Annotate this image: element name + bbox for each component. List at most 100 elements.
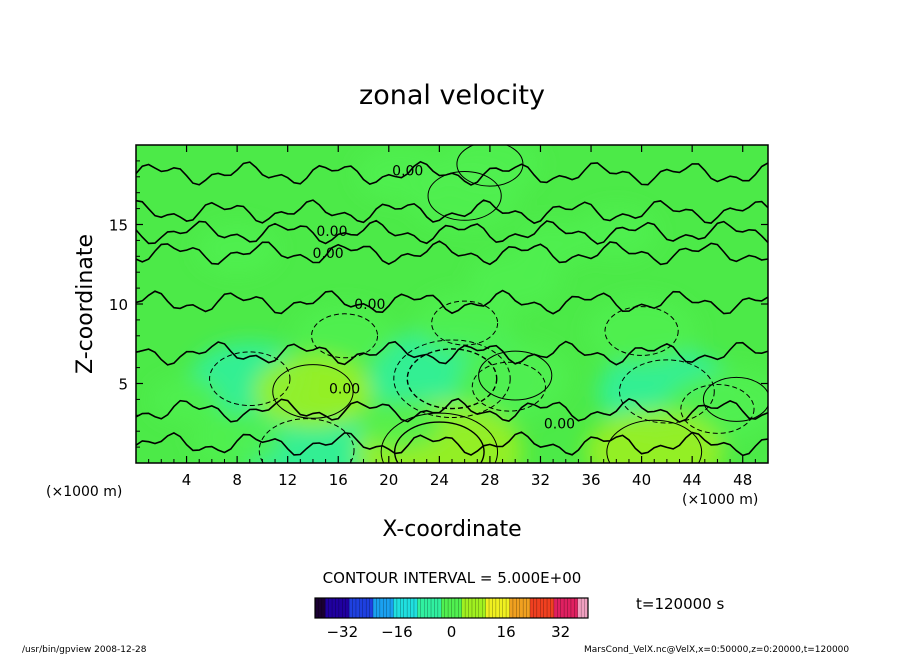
contour-label-4: 0.00 xyxy=(329,381,360,397)
field-feature-17 xyxy=(192,411,282,463)
colorbar-cell-66 xyxy=(540,598,545,618)
contour-label-1: 0.00 xyxy=(316,224,347,240)
colorbar-cell-13 xyxy=(359,598,364,618)
colorbar-cell-16 xyxy=(369,598,374,618)
colorbar-cell-40 xyxy=(451,598,456,618)
colorbar-cell-69 xyxy=(550,598,555,618)
zero-contour-4 xyxy=(136,289,768,315)
y-tick-label-1: 10 xyxy=(109,296,128,314)
colorbar-cell-36 xyxy=(437,598,442,618)
colorbar-cell-73 xyxy=(564,598,568,618)
colorbar-cell-23 xyxy=(393,598,398,618)
colorbar-cell-60 xyxy=(519,598,524,618)
colorbar-frame xyxy=(314,597,589,619)
colorbar-ticks: −32 −16 0 16 32 xyxy=(326,623,570,641)
contour-interval: CONTOUR INTERVAL = 5.000E+00 xyxy=(323,569,582,587)
contour-ring-16-0 xyxy=(478,350,553,401)
y-axis: 5 10 15 xyxy=(109,160,768,448)
colorbar-cell-27 xyxy=(407,598,411,618)
contour-ring-12-0 xyxy=(272,364,354,419)
contour-ring-7-0 xyxy=(604,306,679,356)
x-tick-label-2: 12 xyxy=(278,471,297,489)
x-tick-label-11: 48 xyxy=(733,471,752,489)
colorbar-cell-33 xyxy=(427,598,432,618)
colorbar-tick-label-2: 0 xyxy=(447,623,457,641)
contour-label-3: 0.00 xyxy=(354,297,385,313)
contour-ring-8-0 xyxy=(209,351,291,407)
colorbar-cell-26 xyxy=(403,598,408,618)
colorbar-cell-77 xyxy=(577,598,582,618)
colorbar-cell-75 xyxy=(570,598,575,618)
colorbar-cell-57 xyxy=(509,598,514,618)
contour-ring-5-0 xyxy=(311,313,379,359)
colorbar-cell-24 xyxy=(396,598,401,618)
colorbar-cell-5 xyxy=(332,598,336,618)
colorbar-cell-28 xyxy=(410,598,415,618)
colorbar-tick-label-4: 32 xyxy=(551,623,570,641)
field-feature-5 xyxy=(294,304,395,367)
colorbar xyxy=(314,597,589,619)
footer-left: /usr/bin/gpview 2008-12-28 xyxy=(22,645,147,654)
colorbar-cell-34 xyxy=(431,598,435,618)
field-feature-6 xyxy=(415,292,515,355)
colorbar-cell-43 xyxy=(461,598,466,618)
colorbar-cell-22 xyxy=(390,598,394,618)
x-tick-label-0: 4 xyxy=(182,471,192,489)
colorbar-cell-44 xyxy=(465,598,469,618)
colorbar-cell-31 xyxy=(420,598,425,618)
zero-contour-2 xyxy=(136,219,768,245)
contour-lines xyxy=(136,145,768,463)
colorbar-cell-47 xyxy=(475,598,480,618)
time-label: t=120000 s xyxy=(636,595,724,613)
colorbar-cell-56 xyxy=(506,598,510,618)
colorbar-cell-50 xyxy=(485,598,490,618)
x-tick-label-4: 20 xyxy=(379,471,398,489)
contour-ring-14-0 xyxy=(606,419,703,463)
colorbar-tick-label-1: −16 xyxy=(381,623,413,641)
contour-ring-13-1 xyxy=(393,421,485,463)
colorbar-cell-11 xyxy=(352,598,357,618)
field-feature-15 xyxy=(686,368,768,431)
contour-ring-3-0 xyxy=(680,384,755,434)
colorbar-cell-15 xyxy=(366,598,370,618)
colorbar-cell-14 xyxy=(362,598,367,618)
colorbar-cell-35 xyxy=(434,598,439,618)
colorbar-cell-30 xyxy=(417,598,422,618)
colorbar-cell-51 xyxy=(489,598,493,618)
contour-ring-0-1 xyxy=(406,348,498,410)
colorbar-cell-64 xyxy=(533,598,538,618)
contour-ring-1-0 xyxy=(471,361,546,412)
colorbar-cell-32 xyxy=(424,598,429,618)
field-feature-10 xyxy=(576,207,657,258)
contour-ring-0-0 xyxy=(393,339,511,419)
colorbar-cell-10 xyxy=(349,598,353,618)
x-unit-left: (×1000 m) xyxy=(46,484,122,500)
colorbar-cell-3 xyxy=(325,598,330,618)
contour-label-5: 0.00 xyxy=(544,416,575,432)
colorbar-cell-55 xyxy=(502,598,507,618)
y-axis-label: Z-coordinate xyxy=(73,234,98,374)
field-feature-16 xyxy=(460,341,570,410)
colorbar-cell-71 xyxy=(557,598,562,618)
x-tick-label-5: 24 xyxy=(430,471,449,489)
colorbar-cell-0 xyxy=(315,598,319,618)
x-tick-label-8: 36 xyxy=(581,471,600,489)
colorbar-cell-74 xyxy=(567,598,572,618)
colorbar-cell-67 xyxy=(543,598,548,618)
zero-contour-6 xyxy=(136,397,768,423)
zero-contour-1 xyxy=(136,199,768,225)
field-feature-9 xyxy=(470,252,560,309)
x-unit-right: (×1000 m) xyxy=(682,492,758,508)
colorbar-cell-58 xyxy=(512,598,517,618)
field-feature-23 xyxy=(151,377,222,422)
colorbar-cell-46 xyxy=(471,598,476,618)
colorbar-cell-37 xyxy=(441,598,446,618)
x-axis-label: X-coordinate xyxy=(382,517,521,542)
colorbar-cell-18 xyxy=(376,598,381,618)
contour-ring-4-0 xyxy=(258,418,355,463)
colorbar-cell-39 xyxy=(448,598,452,618)
colorbar-cell-63 xyxy=(529,598,534,618)
colorbar-cell-49 xyxy=(482,598,487,618)
colorbar-cell-78 xyxy=(581,598,585,618)
colorbar-cell-8 xyxy=(342,598,347,618)
